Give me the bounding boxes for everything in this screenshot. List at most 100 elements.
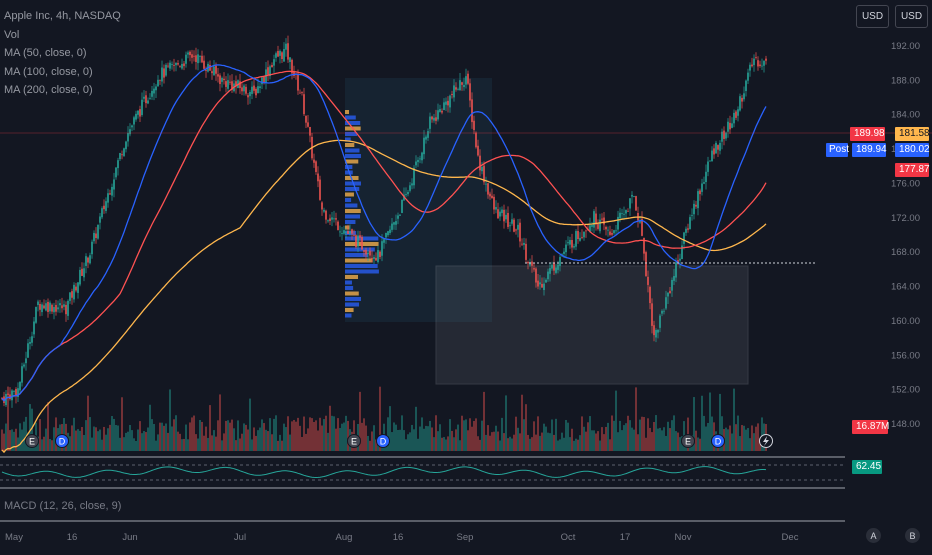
volume-bar (735, 424, 737, 451)
volume-bar (25, 416, 27, 451)
candle-body (63, 304, 65, 307)
candle-body (733, 112, 735, 124)
volume-profile-bar (345, 225, 350, 230)
volume-bar (523, 419, 525, 451)
volume-bar (253, 427, 255, 451)
candle-body (377, 250, 379, 263)
candle-body (189, 51, 191, 56)
volume-bar (641, 416, 643, 451)
legend-volume[interactable]: Vol (4, 28, 20, 41)
volume-profile-bar (345, 209, 361, 213)
candle-body (717, 145, 719, 150)
volume-bar (213, 430, 215, 451)
volume-bar (331, 415, 333, 451)
candle-body (583, 231, 585, 238)
volume-bar (513, 434, 515, 451)
volume-bar (629, 420, 631, 451)
currency-button[interactable]: USD (856, 5, 889, 28)
candle-body (29, 342, 31, 344)
volume-bar (9, 430, 11, 451)
candle-body (529, 262, 531, 266)
candle-body (501, 209, 503, 214)
legend-symbol[interactable]: Apple Inc, 4h, NASDAQ (4, 10, 121, 22)
candle-body (131, 125, 133, 128)
candle-body (697, 191, 699, 209)
dividend-marker-icon[interactable] (55, 434, 69, 448)
volume-bar (255, 435, 257, 451)
earnings-marker-icon[interactable] (681, 434, 695, 448)
volume-bar (507, 438, 509, 451)
volume-bar (719, 393, 721, 451)
dividend-marker-icon[interactable] (376, 434, 390, 448)
volume-bar (109, 424, 111, 451)
macd-label[interactable]: MACD (12, 26, close, 9) (4, 500, 122, 512)
volume-bar (701, 395, 703, 451)
volume-bar (347, 420, 349, 451)
volume-bar (317, 430, 319, 451)
volume-bar (135, 440, 137, 451)
volume-profile-bar (345, 198, 352, 202)
volume-bar (93, 426, 95, 451)
candle-body (599, 219, 601, 232)
candle-body (205, 69, 207, 71)
candle-body (393, 222, 395, 225)
candle-body (419, 158, 421, 160)
volume-bar (283, 423, 285, 451)
candle-body (463, 84, 465, 88)
candle-body (219, 75, 221, 85)
auto-scale-button[interactable]: A (866, 528, 881, 543)
volume-bar (541, 432, 543, 451)
volume-bar (415, 406, 417, 451)
volume-bar (227, 420, 229, 451)
candle-body (427, 131, 429, 138)
volume-profile-bar (345, 214, 361, 219)
volume-bar (101, 439, 103, 451)
candle-body (351, 229, 353, 234)
candle-body (369, 250, 371, 256)
volume-bar (147, 427, 149, 451)
legend-ma-100[interactable]: MA (100, close, 0) (4, 65, 93, 78)
candle-body (429, 116, 431, 129)
candle-body (111, 186, 113, 196)
legend-ma-50[interactable]: MA (50, close, 0) (4, 47, 87, 59)
candle-body (517, 224, 519, 230)
earnings-marker-icon[interactable] (347, 434, 361, 448)
candle-body (373, 257, 375, 259)
legend-ma-200[interactable]: MA (200, close, 0) (4, 84, 93, 96)
candle-body (535, 268, 537, 283)
volume-bar (129, 425, 131, 451)
ma-50-line (1, 64, 767, 402)
candle-body (547, 271, 549, 280)
volume-bar (621, 430, 623, 451)
candle-body (179, 66, 181, 68)
candle-body (729, 122, 731, 130)
volume-bar (77, 429, 79, 451)
candle-body (107, 193, 109, 203)
volume-bar (261, 419, 263, 451)
volume-bar (369, 440, 371, 451)
candle-body (731, 123, 733, 128)
volume-bar (161, 422, 163, 451)
candle-body (435, 117, 437, 121)
volume-bar (365, 425, 367, 451)
volume-bar (537, 416, 539, 451)
price-axis-label: 168.00 (891, 247, 920, 258)
volume-bar (311, 418, 313, 451)
volume-bar (445, 439, 447, 451)
volume-bar (471, 426, 473, 451)
volume-bar (739, 436, 741, 451)
volume-bar (427, 426, 429, 451)
volume-bar (389, 406, 391, 451)
candle-body (157, 79, 159, 87)
log-scale-button[interactable]: B (905, 528, 920, 543)
candle-body (605, 227, 607, 230)
volume-bar (591, 430, 593, 451)
earnings-marker-icon[interactable] (25, 434, 39, 448)
candle-body (121, 154, 123, 156)
candle-body (191, 54, 193, 58)
volume-bar (411, 424, 413, 451)
dividend-marker-icon[interactable] (711, 434, 725, 448)
currency-button-secondary[interactable]: USD (895, 5, 928, 28)
